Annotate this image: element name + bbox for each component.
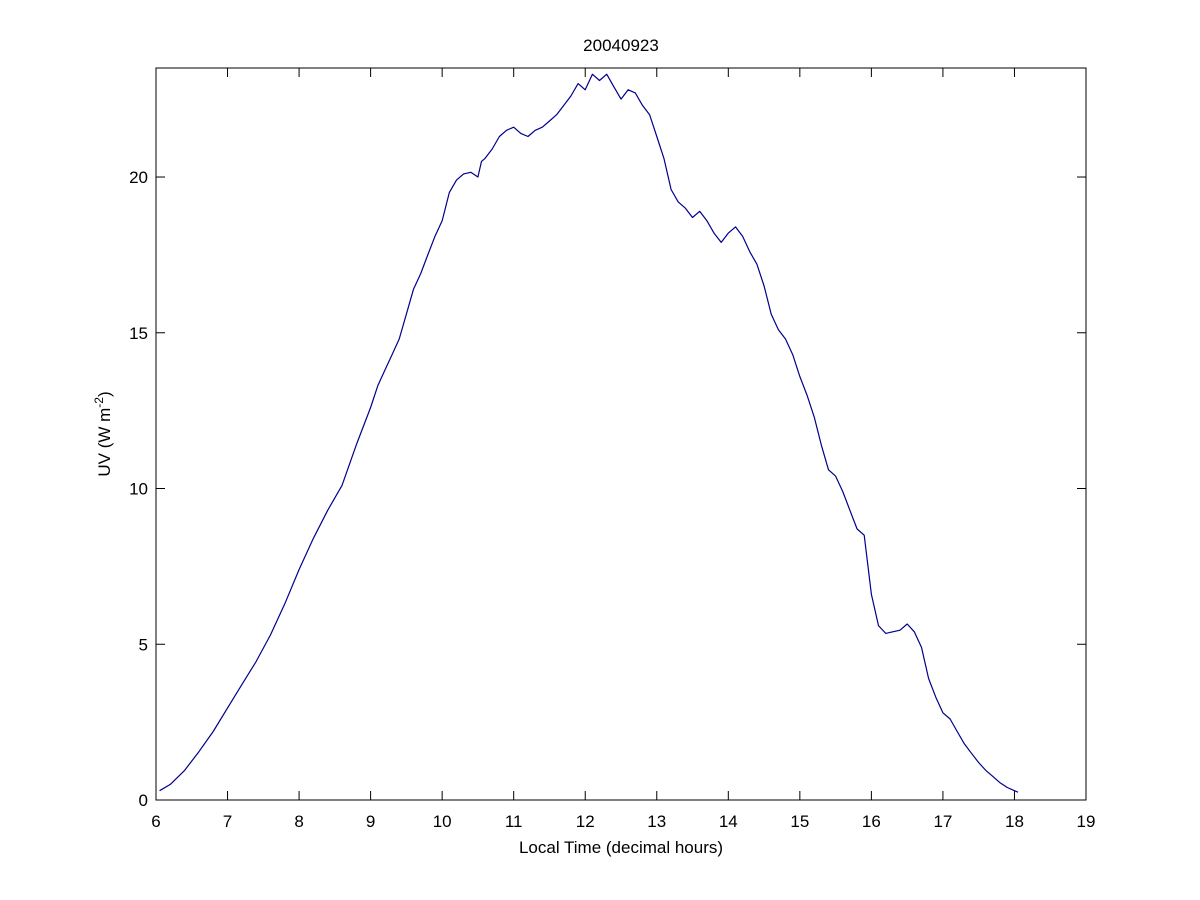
y-tick-label: 15	[129, 324, 148, 343]
x-tick-label: 9	[366, 812, 375, 831]
y-axis-label-main: UV (W m	[95, 408, 114, 477]
series-line-uv	[159, 73, 1019, 793]
x-tick-label: 17	[933, 812, 952, 831]
y-tick-label: 5	[139, 635, 148, 654]
x-tick-label: 16	[862, 812, 881, 831]
series-layer	[159, 73, 1019, 793]
y-axis-label-suffix: )	[95, 391, 114, 397]
x-tick-label: 11	[505, 812, 523, 831]
y-tick-label: 20	[129, 168, 148, 187]
chart-title: 20040923	[583, 36, 659, 55]
x-tick-label: 10	[433, 812, 452, 831]
ticks-layer: 6 7 8 9 10 11 12 13 14 15 16 17 18 19 0 5 10 15 20	[129, 68, 1095, 831]
x-tick-label: 14	[719, 812, 738, 831]
x-tick-label: 18	[1005, 812, 1024, 831]
x-tick-label: 19	[1077, 812, 1096, 831]
x-tick-label: 13	[647, 812, 666, 831]
x-tick-label: 6	[151, 812, 160, 831]
y-tick-label: 10	[129, 480, 148, 499]
y-axis-label-superscript: -2	[92, 397, 106, 408]
x-tick-label: 15	[790, 812, 809, 831]
x-axis-label: Local Time (decimal hours)	[519, 838, 723, 857]
x-tick-label: 7	[223, 812, 232, 831]
x-tick-label: 12	[576, 812, 595, 831]
y-axis-label: UV (W m-2)	[92, 391, 114, 476]
y-tick-label: 0	[139, 791, 148, 810]
x-tick-label: 8	[294, 812, 303, 831]
plot-area	[155, 67, 1087, 801]
